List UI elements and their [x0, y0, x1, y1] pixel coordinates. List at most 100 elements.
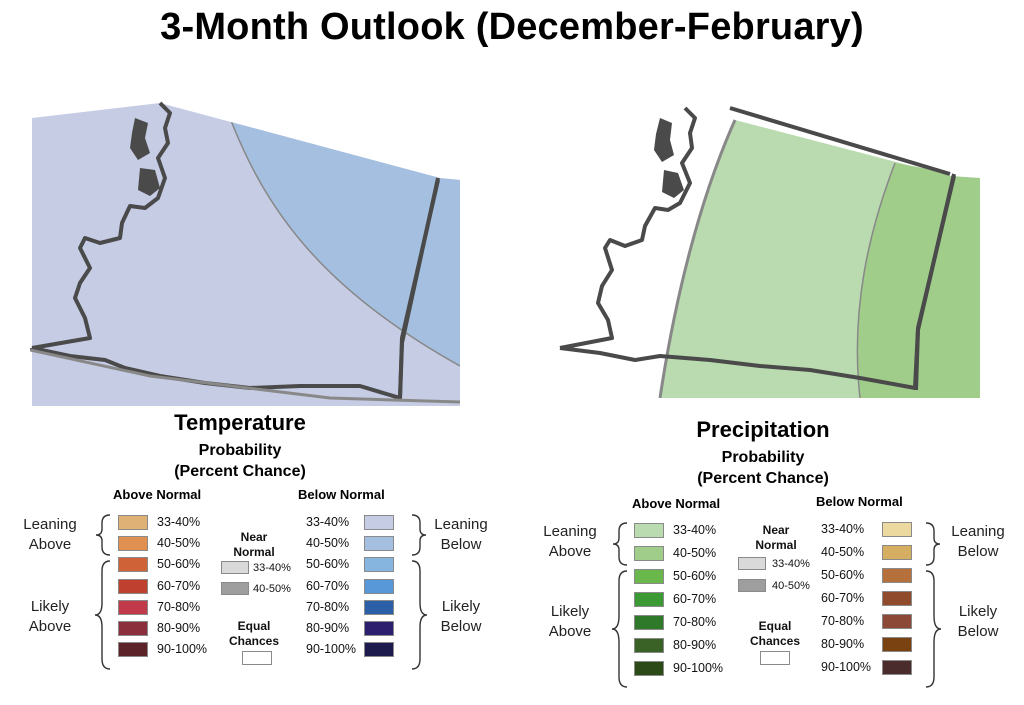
- legend-swatch-label: 40-50%: [673, 546, 717, 560]
- left-brace: [94, 514, 111, 670]
- leaning-below-label: Leaning Below: [951, 523, 1005, 560]
- precipitation-map: [550, 106, 980, 398]
- likely-above-label: Likely Above: [28, 598, 72, 635]
- legend-swatch: [634, 592, 664, 607]
- below-normal-header: Below Normal: [298, 487, 385, 502]
- likely-below-label: Likely Below: [440, 598, 482, 635]
- legend-swatch-label: 80-90%: [157, 621, 201, 635]
- legend-swatch: [882, 614, 912, 629]
- legend-swatch-label: 33-40%: [821, 522, 865, 536]
- right-brace: [925, 522, 942, 688]
- legend-swatch-label: 50-60%: [821, 568, 865, 582]
- legend-swatch-label: 33-40%: [157, 515, 201, 529]
- near-normal-label: 40-50%: [772, 580, 810, 592]
- legend-subtitle: (Percent Chance): [174, 463, 306, 480]
- page-title: 3-Month Outlook (December-February): [160, 6, 864, 48]
- legend-swatch: [118, 557, 148, 573]
- temp-coastline: [31, 101, 172, 350]
- legend-swatch-label: 70-80%: [821, 614, 865, 628]
- legend-swatch-label: 50-60%: [306, 557, 350, 572]
- legend-swatch-label: 50-60%: [673, 569, 717, 583]
- temp-leaning-below-region: [230, 118, 460, 366]
- legend-swatch: [118, 621, 148, 636]
- legend-swatch: [364, 599, 394, 615]
- legend-subtitle: (Percent Chance): [697, 470, 829, 487]
- legend-swatch-label: 60-70%: [306, 578, 350, 593]
- legend-swatch-label: 90-100%: [157, 642, 208, 657]
- near-normal-label: 33-40%: [253, 562, 291, 574]
- legend-swatch: [882, 637, 912, 652]
- legend-swatch-label: 33-40%: [673, 523, 717, 537]
- legend-swatch: [364, 578, 394, 594]
- legend-swatch: [882, 522, 912, 537]
- equal-chances-swatch: [760, 651, 790, 665]
- legend-subtitle: Probability: [198, 442, 282, 459]
- equal-chances-swatch: [242, 651, 272, 665]
- legend-swatch: [882, 545, 912, 560]
- legend-swatch-label: 40-50%: [157, 536, 201, 551]
- legend-swatch-label: 90-100%: [306, 642, 357, 657]
- legend-swatch: [118, 578, 148, 594]
- below-normal-header: Below Normal: [816, 494, 903, 509]
- right-brace: [411, 514, 428, 670]
- legend-swatch: [882, 660, 912, 675]
- legend-swatch-label: 50-60%: [157, 557, 201, 572]
- legend-swatch-label: 40-50%: [306, 536, 350, 551]
- leaning-below-label: Leaning Below: [434, 516, 488, 553]
- legend-swatch-label: 80-90%: [673, 638, 717, 652]
- above-normal-header: Above Normal: [113, 487, 202, 502]
- near-normal-swatch: [738, 579, 766, 592]
- near-normal-swatch: [738, 557, 766, 570]
- temp-puget-islands: [130, 118, 160, 196]
- legend-title: Precipitation: [696, 417, 830, 442]
- precip-coastline: [559, 106, 697, 350]
- legend-swatch-label: 60-70%: [821, 591, 865, 605]
- legend-subtitle: Probability: [721, 449, 805, 466]
- temperature-legend: Temperature Probability (Percent Chance)…: [10, 408, 510, 698]
- legend-swatch: [118, 515, 148, 530]
- legend-swatch: [634, 569, 664, 584]
- legend-swatch-label: 60-70%: [157, 578, 201, 593]
- temperature-map: [30, 101, 460, 406]
- leaning-above-label: Leaning Above: [23, 516, 77, 553]
- legend-swatch-label: 70-80%: [157, 599, 201, 614]
- legend-swatch-label: 70-80%: [673, 615, 717, 629]
- legend-swatch: [634, 638, 664, 653]
- legend-swatch-label: 80-90%: [821, 637, 865, 651]
- legend-swatch-label: 90-100%: [821, 660, 872, 674]
- near-normal-swatch: [221, 561, 249, 574]
- leaning-above-label: Leaning Above: [543, 523, 597, 560]
- legend-swatch: [634, 615, 664, 630]
- precip-puget-islands: [654, 118, 684, 198]
- near-normal-swatch: [221, 582, 249, 595]
- near-normal-header: Near Normal: [233, 530, 275, 559]
- legend-swatch: [364, 621, 394, 636]
- likely-below-label: Likely Below: [957, 603, 999, 640]
- legend-swatch: [634, 661, 664, 676]
- legend-swatch-label: 40-50%: [821, 545, 865, 559]
- legend-swatch: [634, 523, 664, 538]
- precipitation-legend: Precipitation Probability (Percent Chanc…: [530, 415, 1024, 705]
- legend-swatch-label: 80-90%: [306, 621, 350, 635]
- near-normal-label: 40-50%: [253, 583, 291, 595]
- near-normal-header: Near Normal: [755, 523, 797, 552]
- legend-swatch: [882, 591, 912, 606]
- legend-swatch-label: 60-70%: [673, 592, 717, 606]
- precip-leaning-above-strong-region: [857, 163, 980, 398]
- legend-swatch: [364, 515, 394, 530]
- legend-swatch: [882, 568, 912, 583]
- likely-above-label: Likely Above: [548, 603, 592, 640]
- above-normal-header: Above Normal: [632, 496, 721, 511]
- equal-chances-header: Equal Chances: [228, 619, 280, 648]
- legend-swatch: [364, 557, 394, 573]
- legend-swatch: [118, 642, 148, 658]
- legend-swatch-label: 90-100%: [673, 661, 724, 675]
- legend-swatch: [118, 536, 148, 552]
- legend-swatch: [634, 546, 664, 561]
- legend-title: Temperature: [174, 410, 306, 435]
- equal-chances-header: Equal Chances: [749, 619, 801, 648]
- legend-swatch: [364, 536, 394, 552]
- legend-swatch: [118, 599, 148, 615]
- legend-swatch: [364, 642, 394, 658]
- near-normal-label: 33-40%: [772, 558, 810, 570]
